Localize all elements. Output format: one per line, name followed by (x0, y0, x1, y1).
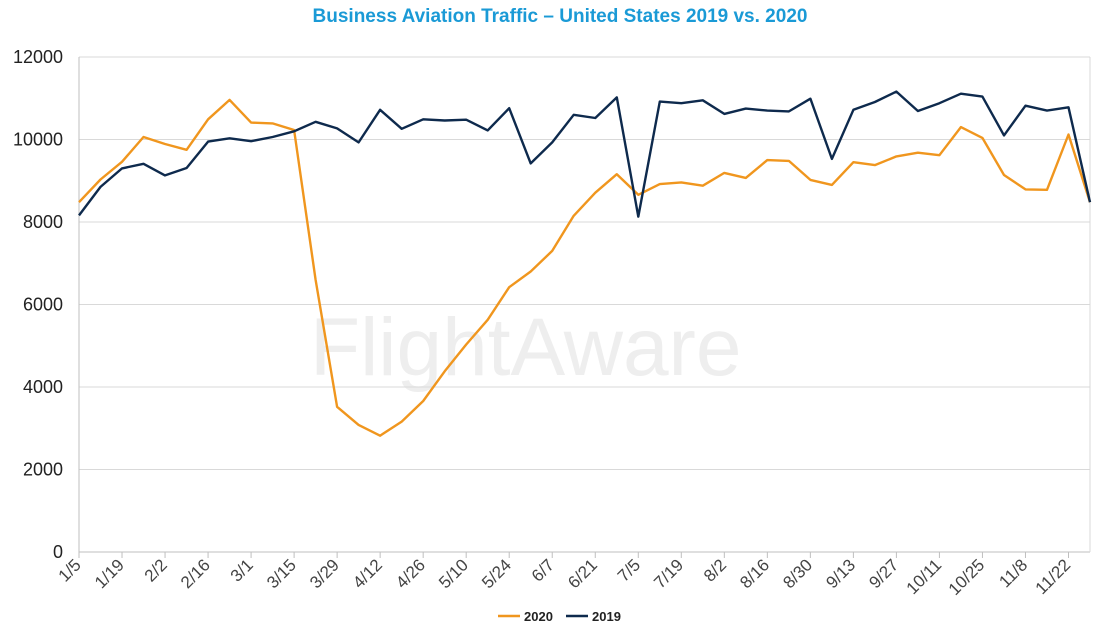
series-line-2019 (78, 90, 1092, 218)
y-axis-ticks: 0 2000 4000 6000 8000 10000 12000 (13, 47, 63, 562)
grid-lines (78, 56, 1091, 553)
x-tick-label: 8/16 (736, 555, 773, 592)
y-tick-label: 0 (53, 542, 63, 562)
x-tick-label: 6/21 (564, 555, 601, 592)
x-tick-label: 3/1 (227, 555, 257, 585)
x-tick-label: 11/8 (995, 555, 1031, 591)
legend-label-2019: 2019 (592, 609, 621, 624)
x-tick-label: 11/22 (1032, 555, 1075, 598)
x-tick-label: 5/24 (478, 555, 515, 592)
y-tick-label: 6000 (23, 295, 63, 315)
x-tick-label: 2/2 (141, 555, 171, 585)
chart-title: Business Aviation Traffic – United State… (312, 6, 808, 27)
x-axis-ticks: 1/5 1/19 2/2 2/16 3/1 3/15 3/29 4/12 4/26 5/10 5/2… (55, 552, 1075, 599)
x-tick-label: 4/12 (349, 555, 386, 592)
y-tick-label: 12000 (13, 47, 63, 67)
x-tick-label: 7/5 (614, 555, 644, 585)
x-tick-label: 9/27 (865, 555, 902, 592)
series-lines (78, 90, 1092, 437)
y-tick-label: 10000 (13, 130, 63, 150)
y-tick-label: 8000 (23, 212, 63, 232)
legend: 2020 2019 (498, 609, 621, 624)
series-line-2020 (78, 98, 1092, 437)
x-tick-label: 10/25 (945, 555, 989, 599)
x-tick-label: 10/11 (903, 555, 946, 598)
x-tick-label: 6/7 (528, 555, 558, 585)
watermark: FlightAware (310, 302, 741, 393)
y-tick-label: 2000 (23, 460, 63, 480)
x-tick-label: 2/16 (177, 555, 214, 592)
x-tick-label: 9/13 (822, 555, 859, 592)
x-tick-label: 4/26 (392, 555, 429, 592)
y-tick-label: 4000 (23, 377, 63, 397)
x-tick-label: 8/30 (779, 555, 816, 592)
x-tick-label: 3/29 (306, 555, 343, 592)
x-tick-label: 3/15 (263, 555, 300, 592)
x-tick-label: 1/19 (91, 555, 128, 592)
x-tick-label: 5/10 (435, 555, 472, 592)
x-tick-label: 7/19 (650, 555, 687, 592)
legend-label-2020: 2020 (524, 609, 553, 624)
x-tick-label: 8/2 (700, 555, 730, 585)
